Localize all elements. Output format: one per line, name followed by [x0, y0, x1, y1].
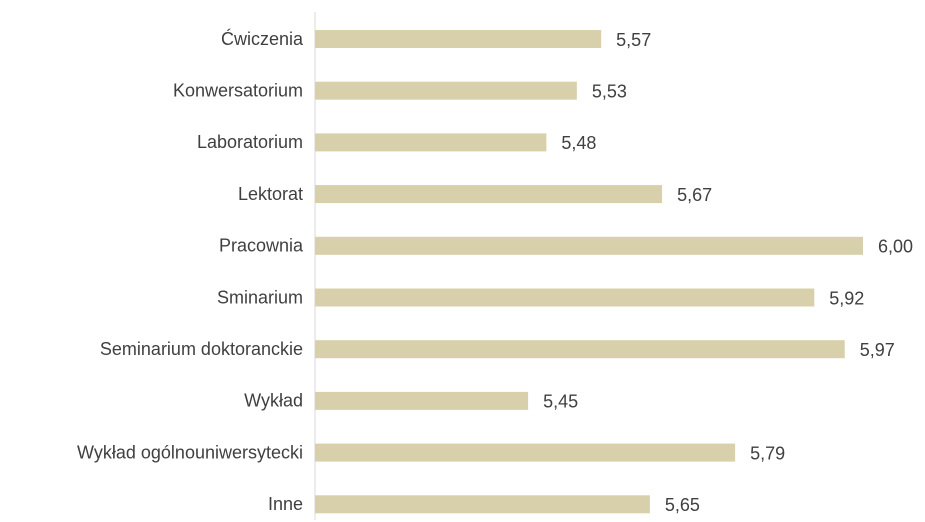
value-label: 5,65: [665, 495, 700, 515]
bar: [315, 30, 602, 48]
value-label: 5,92: [829, 288, 864, 308]
category-label: Sminarium: [217, 287, 303, 307]
bar: [315, 495, 650, 514]
category-label: Seminarium doktoranckie: [100, 339, 303, 359]
category-label: Pracownia: [219, 236, 304, 256]
bar: [315, 185, 663, 204]
value-label: 5,48: [561, 133, 596, 153]
category-label: Ćwiczenia: [221, 28, 304, 49]
value-label: 5,53: [592, 81, 627, 101]
value-label: 6,00: [878, 237, 913, 257]
value-label: 5,79: [750, 443, 785, 463]
bar: [315, 236, 863, 255]
value-label: 5,57: [616, 30, 651, 50]
category-label: Wykład ogólnouniwersytecki: [77, 442, 303, 462]
category-label: Konwersatorium: [173, 80, 303, 100]
value-label: 5,97: [860, 340, 895, 360]
bar: [315, 81, 577, 100]
bar: [315, 133, 547, 152]
bar: [315, 340, 845, 359]
bar: [315, 391, 529, 410]
value-label: 5,67: [677, 185, 712, 205]
bar: [315, 443, 736, 462]
category-label: Laboratorium: [197, 132, 303, 152]
category-label: Wykład: [244, 391, 303, 411]
bar: [315, 288, 815, 307]
value-label: 5,45: [543, 392, 578, 412]
category-label: Inne: [268, 494, 303, 514]
category-label: Lektorat: [238, 184, 303, 204]
